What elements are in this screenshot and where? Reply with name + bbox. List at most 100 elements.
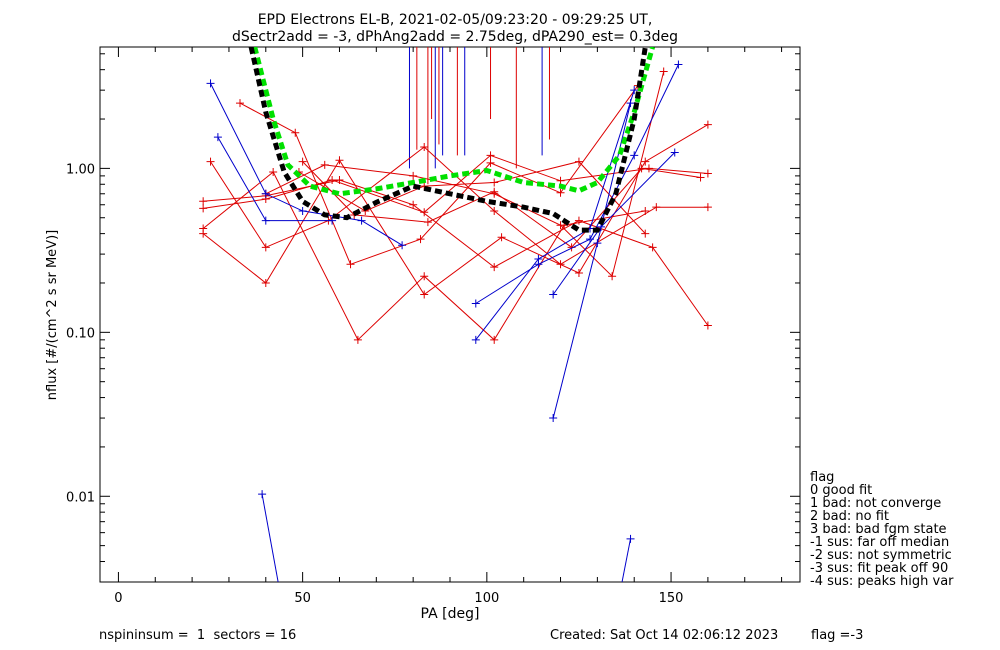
- red-point-3-6: [641, 157, 650, 166]
- blue-point-4-1: [593, 239, 602, 248]
- red-series-4: [203, 154, 708, 213]
- red-point-5-1: [291, 128, 300, 137]
- blue-point-5-0: [549, 290, 558, 299]
- blue-point-3-1: [534, 260, 543, 269]
- x-tick-label-100: 100: [474, 591, 499, 606]
- blue-series-6: [261, 494, 279, 582]
- red-point-3-5: [574, 269, 583, 278]
- red-series-6: [298, 161, 646, 234]
- red-point-2-1: [269, 168, 278, 177]
- red-series-1: [203, 179, 709, 326]
- red-point-5-5: [556, 188, 565, 197]
- plot-area: 0 50 100 150 0.01 0.10 1.00: [66, 46, 801, 606]
- blue-point-0-4: [398, 241, 407, 250]
- flag-legend-item-1: 1 bad: not converge: [810, 496, 941, 511]
- blue-point-2-3: [630, 86, 639, 95]
- red-point-3-4: [497, 233, 506, 242]
- red-point-3-3: [420, 290, 429, 299]
- red-point-1-6: [648, 243, 657, 252]
- chart-title-line1: EPD Electrons EL-B, 2021-02-05/09:23:20 …: [258, 12, 653, 28]
- red-point-5-2: [346, 260, 355, 269]
- footer-flag: flag =-3: [811, 628, 863, 643]
- blue-point-5-2: [670, 148, 679, 157]
- red-point-7-2: [423, 218, 432, 227]
- red-point-3-2: [335, 156, 344, 165]
- red-point-0-3: [420, 143, 429, 152]
- blue-point-0-1: [261, 189, 270, 198]
- red-point-4-4: [486, 151, 495, 160]
- red-point-6-3: [490, 178, 499, 187]
- red-point-0-7: [703, 203, 712, 212]
- red-point-0-4: [490, 206, 499, 215]
- blue-point-1-1: [261, 216, 270, 225]
- black-fit-curve: [248, 47, 648, 233]
- blue-point-4-0: [549, 414, 558, 423]
- flag-legend-item-5: -2 sus: not symmetric: [810, 548, 952, 563]
- red-point-1-0: [199, 197, 208, 206]
- blue-point-2-0: [471, 335, 480, 344]
- red-point-5-0: [236, 99, 244, 108]
- red-point-4-3: [420, 208, 429, 217]
- x-tick-label-0: 0: [114, 591, 122, 606]
- x-tick-label-150: 150: [659, 591, 684, 606]
- footer-left: nspininsum = 1 sectors = 16: [99, 628, 296, 643]
- flag-legend: flag 0 good fit 1 bad: not converge 2 ba…: [810, 470, 954, 589]
- series-group: [199, 47, 712, 582]
- blue-point-0-2: [298, 206, 307, 215]
- red-point-8-3: [490, 189, 499, 198]
- plot-frame: [99, 46, 801, 583]
- y-tick-label-1: 0.10: [66, 326, 95, 341]
- flag-legend-item-0: 0 good fit: [810, 483, 872, 498]
- red-series-3: [202, 124, 709, 296]
- red-point-6-5: [641, 229, 650, 238]
- blue-point-6-0: [258, 490, 267, 499]
- blue-point-1-0: [213, 133, 222, 142]
- x-axis-label: PA [deg]: [421, 606, 480, 622]
- red-point-3-0: [199, 229, 208, 238]
- red-point-2-3: [420, 272, 429, 281]
- flag-legend-item-7: -4 sus: peaks high var: [810, 574, 954, 589]
- blue-series-2: [475, 90, 635, 341]
- red-point-1-5: [574, 216, 583, 225]
- blue-point-7-1: [626, 534, 635, 543]
- red-point-3-1: [261, 278, 270, 287]
- x-tick-label-50: 50: [294, 591, 311, 606]
- blue-point-1-2: [328, 216, 337, 225]
- red-point-4-0: [199, 204, 208, 213]
- red-point-7-6: [696, 173, 705, 182]
- red-point-2-2: [353, 335, 362, 344]
- red-point-1-3: [409, 200, 418, 209]
- red-point-2-6: [641, 206, 650, 215]
- flag-legend-title: flag: [810, 470, 834, 485]
- red-point-7-0: [298, 157, 307, 166]
- red-point-4-2: [328, 175, 337, 184]
- red-point-2-4: [490, 335, 499, 344]
- flag-legend-item-4: -1 sus: far off median: [810, 535, 949, 550]
- red-point-6-4: [574, 157, 583, 166]
- blue-series-3: [475, 64, 679, 304]
- data-layer: [199, 47, 712, 582]
- red-point-0-6: [652, 203, 661, 212]
- blue-point-4-2: [626, 99, 635, 108]
- y-axis-label: nflux [#/(cm^2 s sr MeV)]: [45, 230, 60, 400]
- red-point-1-4: [490, 263, 499, 272]
- blue-point-3-0: [471, 299, 480, 308]
- red-point-1-7: [703, 321, 712, 330]
- blue-point-3-4: [674, 60, 683, 69]
- y-tick-label-0: 0.01: [66, 490, 95, 505]
- red-point-8-4: [556, 221, 565, 230]
- chart-title-line2: dSectr2add = -3, dPhAng2add = 2.75deg, d…: [232, 29, 678, 45]
- red-point-8-1: [320, 160, 329, 169]
- red-point-5-3: [416, 235, 425, 244]
- y-tick-label-2: 1.00: [66, 162, 95, 177]
- red-point-4-7: [703, 169, 712, 178]
- flag-legend-item-6: -3 sus: fit peak off 90: [810, 561, 948, 576]
- blue-point-0-3: [357, 216, 366, 225]
- green-fit-curve: [252, 47, 656, 197]
- red-point-0-0: [206, 157, 215, 166]
- red-point-8-6: [659, 67, 668, 76]
- red-series-0: [210, 146, 708, 265]
- red-point-3-7: [703, 120, 712, 129]
- red-point-8-2: [409, 171, 418, 180]
